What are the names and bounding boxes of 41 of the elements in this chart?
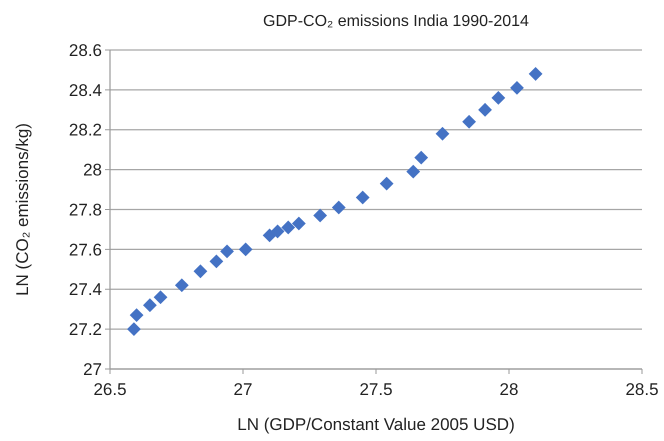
point [332, 200, 346, 214]
point [220, 244, 234, 258]
x-tick-label: 28 [500, 380, 518, 399]
point [356, 190, 370, 204]
x-tick-label: 28.5 [625, 380, 659, 399]
point [510, 80, 524, 95]
point [528, 67, 542, 81]
y-tick-label: 27.4 [68, 280, 102, 300]
y-tick-label: 27.8 [68, 200, 102, 220]
y-axis-title: LN (CO₂ emissions/kg) [13, 123, 32, 296]
point [238, 242, 253, 256]
point [154, 290, 168, 304]
x-axis-title: LN (GDP/Constant Value 2005 USD) [237, 415, 515, 434]
point [406, 164, 420, 179]
point [380, 176, 394, 190]
point [127, 322, 141, 336]
point [313, 208, 328, 222]
point [292, 216, 306, 230]
y-tick-label: 28.6 [68, 40, 102, 60]
y-tick-label: 27.2 [68, 320, 102, 340]
point [491, 90, 506, 105]
point [436, 126, 450, 141]
point [270, 224, 284, 238]
point [194, 264, 208, 278]
point [281, 220, 296, 234]
x-tick-label: 27 [234, 380, 252, 399]
y-tick-label: 28 [83, 160, 102, 180]
y-tick-label: 27.6 [68, 240, 102, 260]
y-tick-label: 28.4 [68, 80, 102, 100]
chart-title: GDP-CO₂ emissions India 1990-2014 [263, 13, 530, 30]
point [478, 102, 492, 117]
x-tick-label: 27.5 [359, 380, 393, 399]
y-tick-label: 28.2 [68, 120, 102, 140]
point [210, 254, 224, 268]
point [174, 278, 189, 292]
point [143, 298, 157, 312]
point [462, 114, 476, 129]
point [130, 308, 144, 322]
x-tick-label: 26.5 [93, 380, 127, 399]
y-tick-label: 27 [83, 360, 102, 379]
point [414, 150, 428, 165]
